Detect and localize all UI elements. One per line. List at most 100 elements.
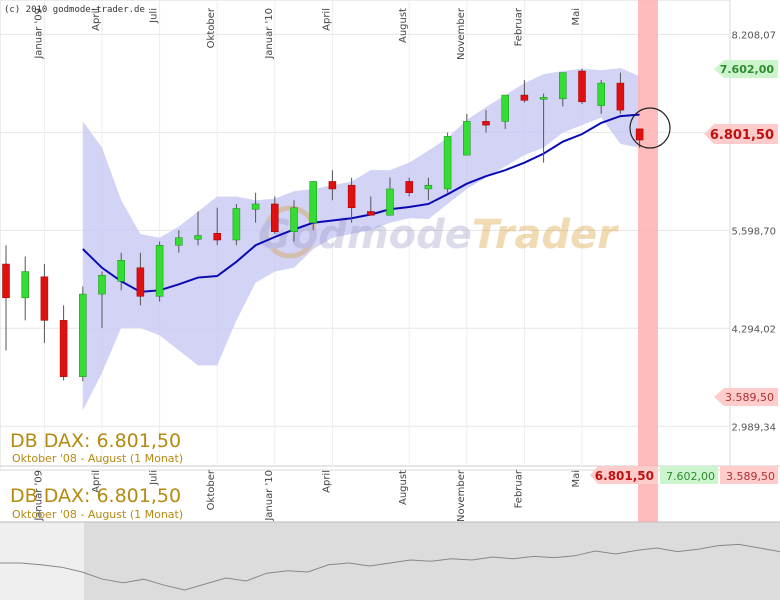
candle <box>386 177 394 216</box>
candle-body <box>40 276 49 321</box>
candle-body <box>21 271 29 299</box>
candle-body <box>59 320 68 377</box>
candle <box>290 200 298 242</box>
candle <box>443 132 452 193</box>
candle-body <box>175 237 183 246</box>
x-month-label-bottom: Februar <box>513 469 524 508</box>
moving-average-line <box>82 113 640 293</box>
x-month-label-bottom: Mai <box>571 470 582 488</box>
candle-body <box>405 181 413 193</box>
bottom-badge-low: 3.589,50 <box>720 466 778 484</box>
candle-body <box>386 188 394 216</box>
badge-high: 7.602,00 <box>714 60 778 78</box>
candle <box>578 68 586 105</box>
candle <box>347 177 356 223</box>
candles <box>2 68 644 382</box>
candle <box>328 170 337 201</box>
candle-body <box>232 208 241 241</box>
badge-current-text: 6.801,50 <box>710 128 774 143</box>
candle <box>59 305 68 381</box>
candle <box>559 72 567 107</box>
current-candle-marker <box>629 107 671 149</box>
x-month-label-top: Mai <box>571 8 582 26</box>
candle <box>155 241 164 302</box>
x-month-label-top: Januar '09 <box>33 8 44 60</box>
x-axis-top: Januar '09 April Juli Oktober Januar '10 Apri… <box>33 7 582 60</box>
x-month-label-bottom: Juli <box>149 470 160 486</box>
x-month-label-bottom: Januar '10 <box>264 470 275 522</box>
candle-body <box>443 136 452 190</box>
candle-body <box>155 245 164 297</box>
copyright-text: (c) 2010 godmode-trader.de <box>4 5 145 15</box>
candle-body <box>559 72 567 100</box>
candle <box>21 256 29 321</box>
x-month-label-top: November <box>456 7 467 60</box>
watermark-logo-circle <box>263 205 317 259</box>
gridlines <box>0 0 730 466</box>
lower-panel-navigator[interactable] <box>0 522 84 600</box>
candle-body <box>578 70 586 103</box>
x-month-label-top: Februar <box>513 7 524 46</box>
candle <box>2 245 10 351</box>
candle-body <box>520 94 529 101</box>
candle <box>79 286 87 382</box>
watermark-part2: Trader <box>472 212 619 258</box>
candle <box>40 264 49 343</box>
candle-body <box>539 97 548 100</box>
lower-panel-polyline <box>0 543 780 591</box>
current-period-highlight <box>638 0 658 522</box>
bottom-badge-current: 6.801,50 <box>590 466 658 484</box>
candle-body <box>597 82 605 106</box>
x-month-label-top: April <box>321 8 332 31</box>
candle <box>405 177 413 197</box>
ma-polyline <box>82 113 640 293</box>
candle <box>501 94 509 129</box>
candle-body <box>367 211 375 216</box>
candle <box>117 252 125 291</box>
y-tick-label: 8.208,07 <box>731 30 776 41</box>
badge-current: 6.801,50 <box>704 124 778 144</box>
x-month-label-top: Januar '10 <box>264 8 275 60</box>
x-month-label-top: Juli <box>149 8 160 24</box>
candle <box>232 203 241 246</box>
candle <box>597 80 605 114</box>
candle-body <box>424 184 433 190</box>
candle-body <box>347 184 356 208</box>
candle-body <box>271 203 279 232</box>
x-month-label-bottom: August <box>398 470 409 505</box>
candle-body <box>251 203 260 210</box>
candle-body <box>290 207 298 232</box>
candle <box>463 113 471 156</box>
candle <box>309 181 317 231</box>
candle-body <box>309 181 317 223</box>
candle-body <box>98 275 106 295</box>
chart-title: DB DAX: 6.801,50 <box>10 430 181 452</box>
candle <box>213 207 221 246</box>
candle-body <box>328 181 337 190</box>
y-tick-label: 5.598,70 <box>731 226 776 237</box>
x-month-label-bottom: November <box>456 469 467 522</box>
y-tick-label: 4.294,02 <box>731 324 776 335</box>
candle <box>98 271 106 328</box>
candle-body <box>2 263 10 299</box>
lower-panel-line <box>0 543 780 591</box>
candle-body <box>482 121 490 126</box>
y-axis: 8.208,076.903,385.598,704.294,022.989,34 <box>731 30 776 433</box>
candle-body <box>79 293 87 377</box>
chart-subtitle: Oktober '08 - August (1 Monat) <box>12 452 183 465</box>
bottom-badge-low-text: 3.589,50 <box>726 470 775 483</box>
candle <box>520 80 529 103</box>
candle <box>251 192 260 223</box>
x-month-label-bottom: April <box>91 470 102 493</box>
candle <box>616 72 625 114</box>
watermark-part1: Godmode <box>258 212 472 258</box>
x-month-label-top: August <box>398 8 409 43</box>
candle-body <box>501 94 509 122</box>
bollinger-band <box>82 68 640 411</box>
x-axis-bottom: Januar '09 April Juli Oktober Januar '10 Apri… <box>33 469 582 522</box>
candle-body <box>616 82 625 111</box>
y-tick-label: 2.989,34 <box>731 422 776 433</box>
candle-body <box>117 260 125 282</box>
x-month-label-bottom: Oktober <box>206 469 217 510</box>
